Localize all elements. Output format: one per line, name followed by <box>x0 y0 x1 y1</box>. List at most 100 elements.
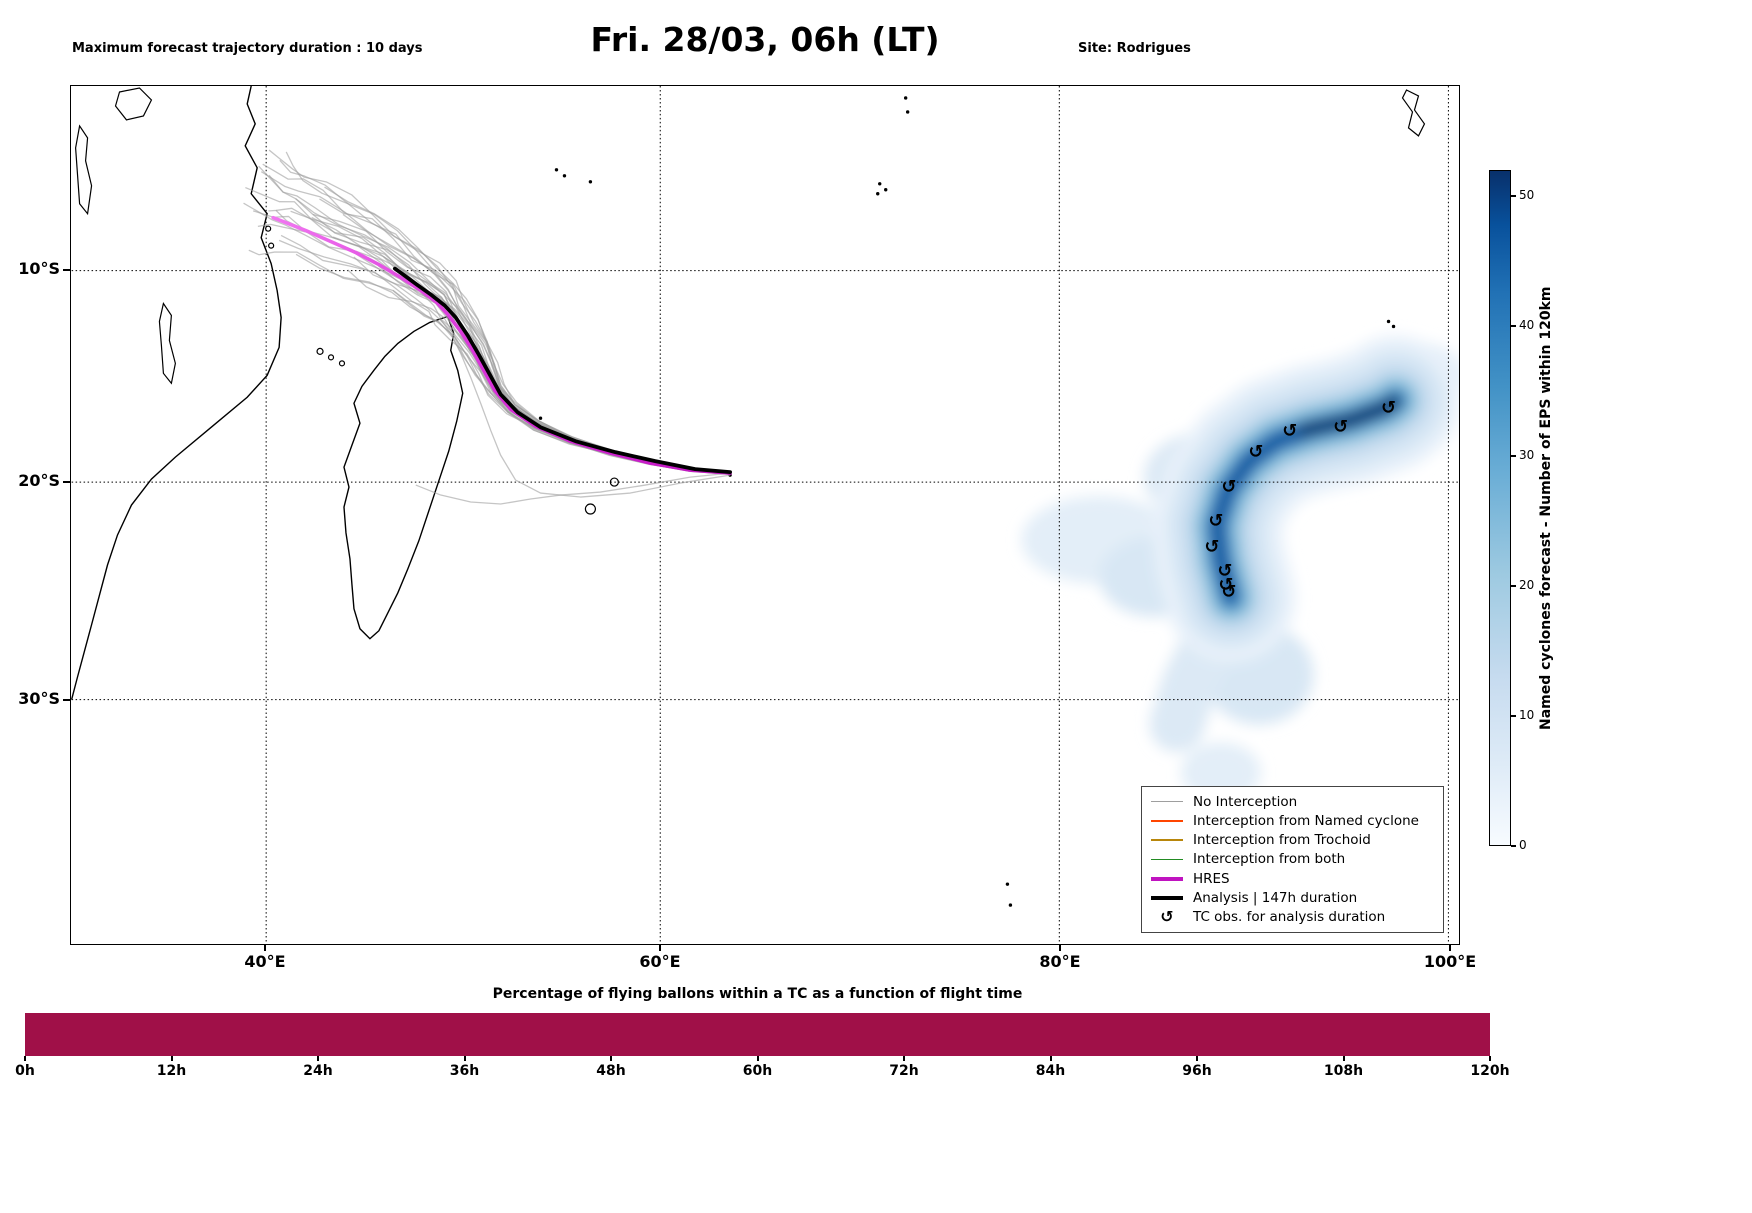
bottom-chart-title: Percentage of flying ballons within a TC… <box>492 986 1023 1002</box>
legend-item-4: HRES <box>1151 870 1434 887</box>
flight-time-tick-mark <box>1049 1056 1052 1061</box>
flight-time-tick-mark <box>24 1056 26 1061</box>
lon-tick-mark <box>264 945 266 951</box>
flight-time-tick-mark <box>317 1056 319 1061</box>
density-heatmap <box>1021 335 1459 803</box>
flight-time-tick-label-48h: 48h <box>596 1063 626 1079</box>
legend-item-0: No Interception <box>1151 793 1434 810</box>
africa-coastline <box>71 86 282 700</box>
flight-time-tick-label-108h: 108h <box>1323 1063 1364 1079</box>
flight-time-tick-mark <box>1342 1056 1345 1061</box>
tc-obs-symbols: ↺↺↺↺↺↺↺↺↺↺ <box>1204 398 1396 603</box>
tc-obs-icon: ↺ <box>1160 907 1174 927</box>
hres-trajectory <box>271 215 732 475</box>
legend-line-sample <box>1151 820 1183 822</box>
flight-time-tick-label-36h: 36h <box>449 1063 480 1079</box>
lat-tick-mark <box>63 699 70 701</box>
tc-obs-icon: ↺ <box>1208 510 1223 531</box>
legend-line <box>1151 839 1183 841</box>
colorbar-tick-label-20: 20 <box>1519 578 1535 592</box>
flight-time-tick-mark <box>1489 1056 1491 1061</box>
colorbar-tick-mark <box>1511 195 1516 197</box>
legend-line <box>1151 858 1183 861</box>
legend-item-label: TC obs. for analysis duration <box>1193 909 1386 926</box>
flight-time-tick-mark <box>1196 1056 1198 1061</box>
colorbar-tick-mark <box>1511 455 1516 457</box>
tc-obs-icon: ↺ <box>1282 421 1297 442</box>
madagascar-coastline <box>343 315 464 640</box>
legend-line-sample <box>1151 876 1183 881</box>
tc-obs-icon: ↺ <box>1217 560 1232 581</box>
flight-time-tick-label-12h: 12h <box>156 1063 187 1079</box>
legend-item-label: No Interception <box>1193 793 1298 810</box>
map-svg: ↺↺↺↺↺↺↺↺↺↺ <box>71 86 1459 944</box>
lon-tick-mark <box>659 945 661 951</box>
tc-obs-icon: ↺ <box>1248 442 1263 463</box>
colorbar <box>1489 170 1511 846</box>
tc-obs-icon: ↺ <box>1381 398 1396 419</box>
lon-tick-label-40°E: 40°E <box>244 952 286 971</box>
tc-obs-icon: ↺ <box>1218 574 1233 595</box>
legend-line-sample <box>1151 858 1183 861</box>
lon-tick-label-80°E: 80°E <box>1039 952 1081 971</box>
tc-obs-icon: ↺ <box>1221 581 1236 602</box>
colorbar-tick-label-40: 40 <box>1519 318 1535 332</box>
colorbar-tick-mark <box>1511 715 1516 717</box>
flight-time-tick-mark <box>610 1056 612 1061</box>
site-text: Site: Rodrigues <box>1078 41 1191 56</box>
legend-line-sample <box>1151 839 1183 841</box>
lon-tick-label-60°E: 60°E <box>639 952 681 971</box>
lat-tick-label-10°S: 10°S <box>18 259 60 278</box>
legend: No Interception Interception from Named c… <box>1141 786 1444 933</box>
lat-tick-mark <box>63 481 70 483</box>
legend-item-label: HRES <box>1193 870 1230 887</box>
flight-time-tick-mark <box>170 1056 173 1061</box>
flight-time-tick-label-60h: 60h <box>742 1063 773 1079</box>
legend-line <box>1151 800 1183 803</box>
legend-line-sample <box>1151 896 1183 901</box>
legend-item-3: Interception from both <box>1151 851 1434 868</box>
flight-time-tick-label-0h: 0h <box>15 1063 35 1079</box>
graticule <box>71 86 1459 944</box>
page-title: Fri. 28/03, 06h (LT) <box>590 20 940 59</box>
colorbar-tick-label-30: 30 <box>1519 448 1535 462</box>
lat-tick-mark <box>63 269 70 271</box>
legend-item-2: Interception from Trochoid <box>1151 832 1434 849</box>
analysis-trajectory <box>392 266 732 474</box>
tc-obs-icon: ↺ <box>1221 477 1236 498</box>
legend-item-label: Analysis | 147h duration <box>1193 890 1358 907</box>
colorbar-tick-mark <box>1511 585 1516 587</box>
flight-time-tick-mark <box>903 1056 905 1061</box>
tc-obs-icon: ↺ <box>1151 909 1183 925</box>
flight-time-tick-label-120h: 120h <box>1470 1063 1510 1079</box>
legend-line <box>1151 820 1183 822</box>
lon-tick-label-100°E: 100°E <box>1423 952 1477 971</box>
max-duration-text: Maximum forecast trajectory duration : 1… <box>72 41 423 56</box>
lon-tick-mark <box>1449 945 1451 951</box>
colorbar-tick-label-50: 50 <box>1519 188 1535 202</box>
legend-line-sample <box>1151 800 1183 803</box>
flight-time-tick-label-84h: 84h <box>1035 1063 1066 1079</box>
colorbar-tick-label-10: 10 <box>1519 708 1535 722</box>
tc-obs-icon: ↺ <box>1333 417 1348 438</box>
flight-time-tick-label-96h: 96h <box>1182 1063 1212 1079</box>
legend-item-1: Interception from Named cyclone <box>1151 812 1434 829</box>
flight-time-tick-mark <box>756 1056 759 1061</box>
tc-obs-icon: ↺ <box>1204 536 1219 557</box>
lon-tick-mark <box>1059 945 1061 951</box>
flight-time-tick-label-72h: 72h <box>889 1063 919 1079</box>
legend-item-label: Interception from both <box>1193 851 1346 868</box>
legend-item-label: Interception from Named cyclone <box>1193 812 1419 829</box>
lat-tick-label-30°S: 30°S <box>18 689 60 708</box>
trajectory-map: ↺ ↺ ↺ ↺ ↺ ↺ ↺ ↺ ↺ ↺ <box>70 85 1460 945</box>
legend-line <box>1151 876 1183 881</box>
colorbar-label: Named cyclones forecast - Number of EPS … <box>1538 286 1554 730</box>
colorbar-tick-mark <box>1511 845 1516 847</box>
legend-line <box>1151 896 1183 901</box>
colorbar-tick-mark <box>1511 325 1516 327</box>
legend-item-label: Interception from Trochoid <box>1193 832 1371 849</box>
flight-time-tick-mark <box>463 1056 466 1061</box>
legend-item-5: Analysis | 147h duration <box>1151 890 1434 907</box>
ensemble-trajectories <box>243 149 731 505</box>
